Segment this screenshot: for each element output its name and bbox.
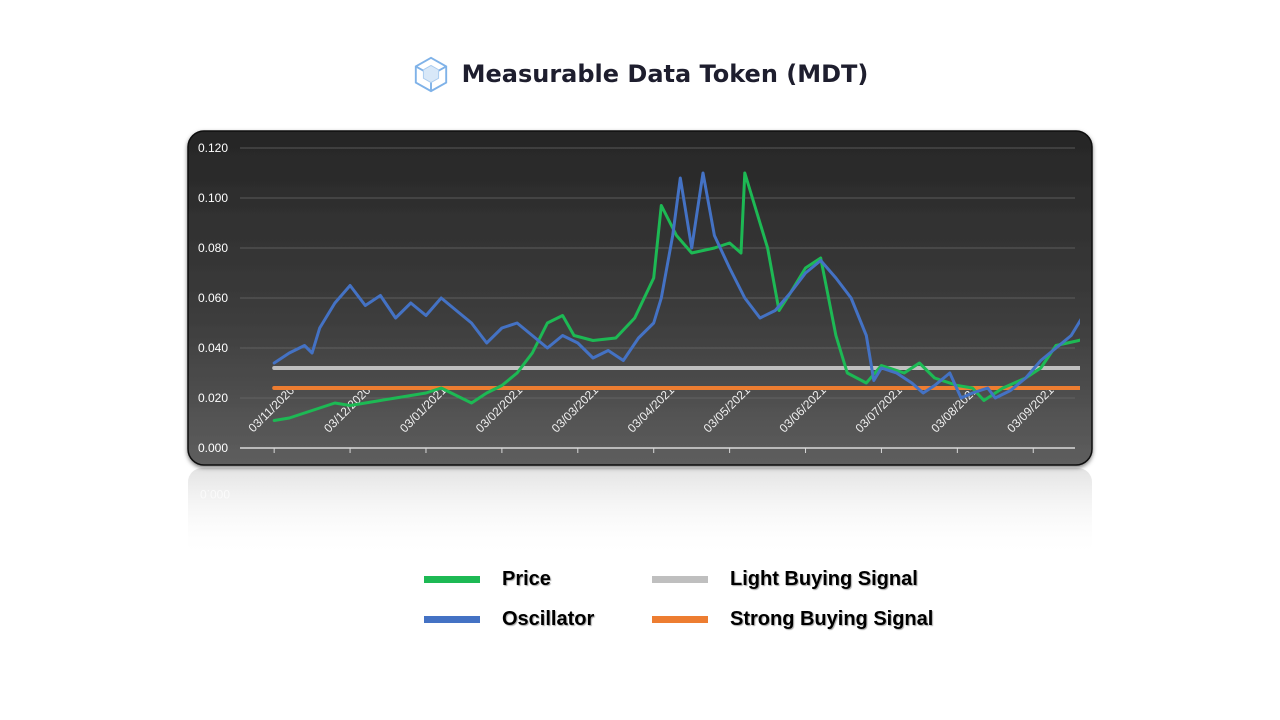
- series-line-price: [272, 171, 1080, 422]
- legend-swatch-price: [424, 576, 480, 583]
- chart-header: Measurable Data Token (MDT): [0, 52, 1280, 96]
- y-tick-label: 0.080: [198, 241, 228, 255]
- legend-label-oscillator: Oscillator: [502, 608, 595, 630]
- y-tick-label: 0.100: [198, 191, 228, 205]
- legend-swatch-light-signal: [652, 576, 708, 583]
- reflection-tick: 0.000: [200, 487, 230, 501]
- legend-label-light-signal: Light Buying Signal: [730, 568, 918, 590]
- y-tick-label: 0.040: [198, 341, 228, 355]
- legend-label-price: Price: [502, 568, 551, 590]
- legend-swatch-oscillator: [424, 616, 480, 623]
- legend-item-strong-signal: Strong Buying Signal: [652, 608, 933, 631]
- series-layer: [272, 171, 1080, 422]
- y-tick-label: 0.020: [198, 391, 228, 405]
- legend-label-strong-signal: Strong Buying Signal: [730, 608, 934, 630]
- cube-logo-icon: [414, 56, 447, 93]
- legend-item-oscillator: Oscillator: [424, 608, 594, 631]
- legend-item-price: Price: [424, 568, 551, 591]
- y-axis-ticks: 0.000 0.020 0.040 0.060 0.080 0.100 0.120: [198, 141, 228, 455]
- chart-title: Measurable Data Token (MDT): [461, 60, 869, 88]
- chart-reflection: [188, 468, 1092, 558]
- series-line-oscillator: [272, 171, 1080, 400]
- legend-swatch-strong-signal: [652, 616, 708, 623]
- chart-legend: Price Oscillator Light Buying Signal Str…: [0, 568, 1280, 648]
- y-tick-label: 0.120: [198, 141, 228, 155]
- legend-item-light-signal: Light Buying Signal: [652, 568, 918, 591]
- y-tick-label: 0.060: [198, 291, 228, 305]
- y-tick-label: 0.000: [198, 441, 228, 455]
